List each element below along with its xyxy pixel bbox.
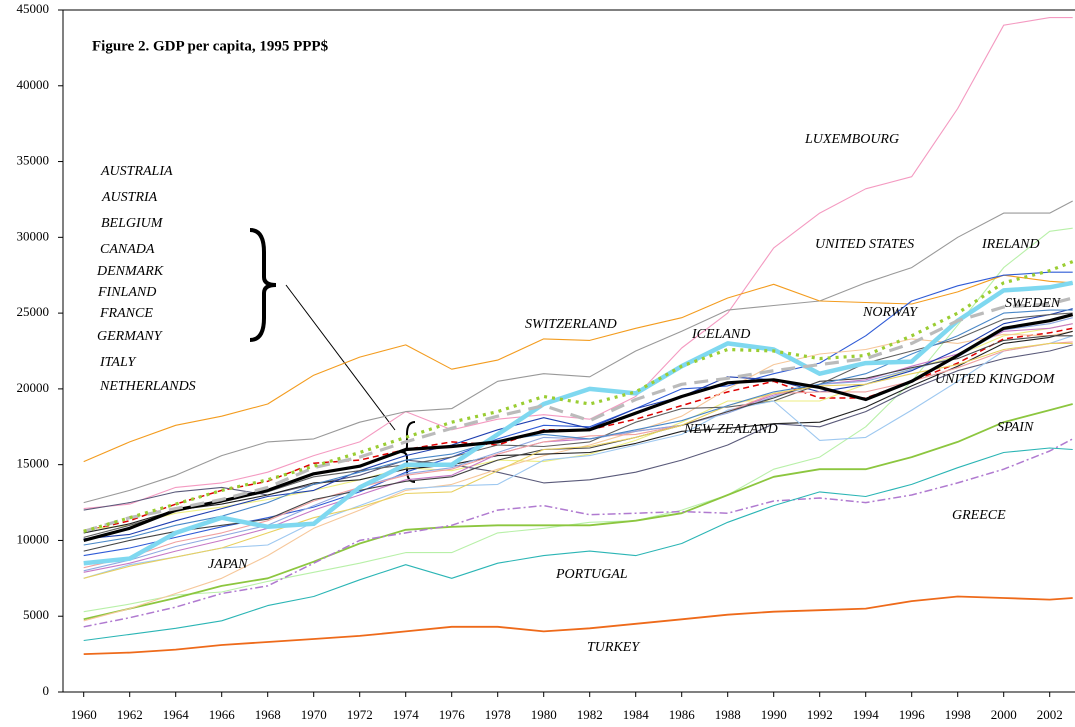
series-label: DENMARK bbox=[96, 264, 164, 279]
x-tick-label: 2000 bbox=[991, 707, 1017, 722]
y-tick-label: 25000 bbox=[17, 304, 50, 319]
x-tick-label: 1998 bbox=[945, 707, 971, 722]
series-line bbox=[83, 447, 1073, 642]
x-tick-label: 2002 bbox=[1037, 707, 1063, 722]
series-line bbox=[83, 227, 1073, 613]
series-line bbox=[83, 317, 1073, 572]
series-label: SPAIN bbox=[997, 420, 1034, 435]
series-line bbox=[83, 438, 1074, 628]
series-line bbox=[83, 403, 1073, 621]
series-label: BELGIUM bbox=[101, 216, 164, 231]
x-tick-label: 1962 bbox=[117, 707, 143, 722]
x-tick-label: 1982 bbox=[577, 707, 603, 722]
x-tick-label: 1972 bbox=[347, 707, 373, 722]
series-label: AUSTRIA bbox=[101, 190, 158, 205]
y-tick-label: 5000 bbox=[23, 607, 49, 622]
x-tick-label: 1994 bbox=[853, 707, 880, 722]
series-line bbox=[83, 595, 1073, 655]
y-tick-label: 20000 bbox=[17, 380, 50, 395]
series-line bbox=[83, 344, 1073, 511]
x-tick-label: 1960 bbox=[71, 707, 97, 722]
series-label: GREECE bbox=[952, 508, 1006, 523]
x-tick-label: 1974 bbox=[393, 707, 420, 722]
y-tick-label: 0 bbox=[43, 683, 50, 698]
y-tick-label: 15000 bbox=[17, 456, 50, 471]
x-tick-label: 1996 bbox=[899, 707, 926, 722]
y-tick-label: 45000 bbox=[17, 1, 50, 16]
series-label: SWITZERLAND bbox=[525, 317, 617, 332]
series-line bbox=[83, 280, 1074, 566]
series-label: ITALY bbox=[99, 355, 137, 370]
series-label: IRELAND bbox=[981, 237, 1040, 252]
series-label: GERMANY bbox=[97, 329, 164, 344]
x-tick-label: 1986 bbox=[669, 707, 696, 722]
series-line bbox=[83, 296, 1074, 533]
series-label: PORTUGAL bbox=[555, 567, 628, 582]
series-label: TURKEY bbox=[587, 640, 641, 655]
y-tick-label: 30000 bbox=[17, 228, 50, 243]
x-tick-label: 1966 bbox=[209, 707, 236, 722]
series-line bbox=[83, 308, 1073, 540]
x-tick-label: 1992 bbox=[807, 707, 833, 722]
chart-title: Figure 2. GDP per capita, 1995 PPP$ bbox=[92, 38, 329, 54]
x-tick-label: 1970 bbox=[301, 707, 327, 722]
series-label: SWEDEN bbox=[1005, 296, 1061, 311]
x-tick-label: 1968 bbox=[255, 707, 281, 722]
y-tick-label: 10000 bbox=[17, 531, 50, 546]
x-tick-label: 1978 bbox=[485, 707, 511, 722]
series-label: CANADA bbox=[100, 242, 155, 257]
series-line bbox=[83, 335, 1073, 579]
series-line bbox=[83, 330, 1073, 534]
series-line bbox=[83, 200, 1073, 504]
series-line bbox=[83, 335, 1073, 552]
x-tick-label: 1980 bbox=[531, 707, 557, 722]
series-label: UNITED STATES bbox=[815, 237, 914, 252]
series-line bbox=[83, 342, 1073, 579]
series-line bbox=[83, 330, 1073, 622]
series-label: NETHERLANDS bbox=[99, 379, 196, 394]
series-label: LUXEMBOURG bbox=[804, 132, 899, 147]
series-line bbox=[83, 274, 1073, 463]
series-line bbox=[83, 260, 1074, 533]
series-label: JAPAN bbox=[208, 557, 248, 572]
x-tick-label: 1976 bbox=[439, 707, 466, 722]
series-label: FINLAND bbox=[97, 285, 156, 300]
series-line bbox=[83, 313, 1074, 542]
series-label: ICELAND bbox=[691, 327, 750, 342]
y-tick-label: 35000 bbox=[17, 153, 50, 168]
series-label: NORWAY bbox=[862, 305, 919, 320]
series-line bbox=[83, 17, 1073, 510]
x-tick-label: 1990 bbox=[761, 707, 787, 722]
brace bbox=[249, 228, 277, 342]
x-tick-label: 1984 bbox=[623, 707, 650, 722]
x-tick-label: 1964 bbox=[163, 707, 190, 722]
series-label: AUSTRALIA bbox=[100, 164, 173, 179]
series-label: UNITED KINGDOM bbox=[935, 372, 1056, 387]
series-label: NEW ZEALAND bbox=[683, 422, 778, 437]
series-line bbox=[83, 309, 1073, 546]
y-tick-label: 40000 bbox=[17, 77, 50, 92]
x-tick-label: 1988 bbox=[715, 707, 741, 722]
connector bbox=[285, 284, 396, 431]
series-label: FRANCE bbox=[99, 306, 153, 321]
